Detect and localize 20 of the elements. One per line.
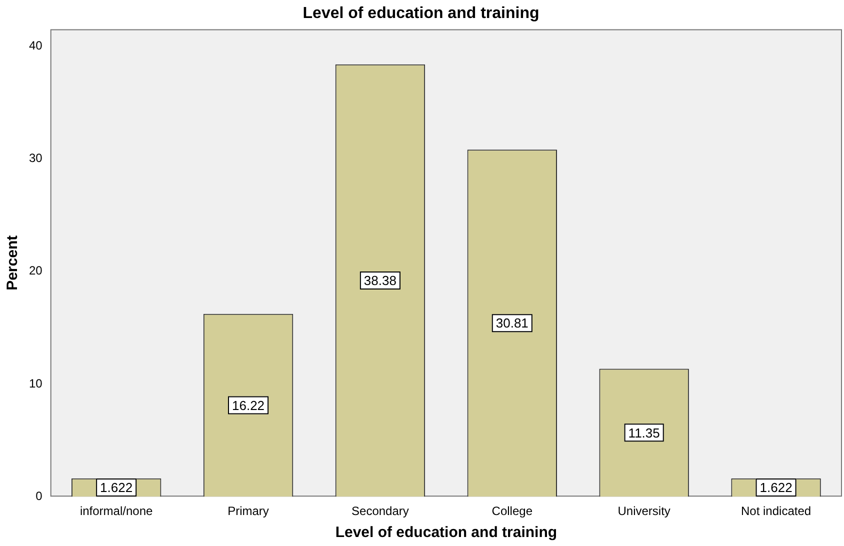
y-axis-title: Percent: [4, 235, 22, 290]
data-label: 1.622: [760, 480, 792, 496]
y-tick-label: 20: [28, 264, 43, 278]
data-label: 1.622: [100, 480, 133, 496]
x-axis-title: Level of education and training: [335, 524, 558, 542]
x-tick-label: University: [618, 504, 670, 518]
x-tick-label: informal/none: [80, 504, 153, 518]
y-tick-label: 30: [28, 151, 43, 166]
y-tick-label: 0: [36, 488, 43, 503]
y-tick-label: 10: [28, 376, 43, 390]
chart-title: Level of education and training: [302, 5, 540, 22]
x-tick-label: Primary: [228, 504, 269, 518]
data-label: 38.38: [364, 273, 396, 288]
x-tick-label: Secondary: [352, 504, 409, 518]
x-tick-label: Not indicated: [741, 504, 812, 518]
x-tick-label: College: [492, 504, 533, 518]
data-label: 30.81: [496, 316, 528, 331]
data-label: 16.22: [232, 398, 265, 413]
y-tick-label: 40: [28, 38, 43, 52]
data-label: 11.35: [628, 425, 660, 440]
